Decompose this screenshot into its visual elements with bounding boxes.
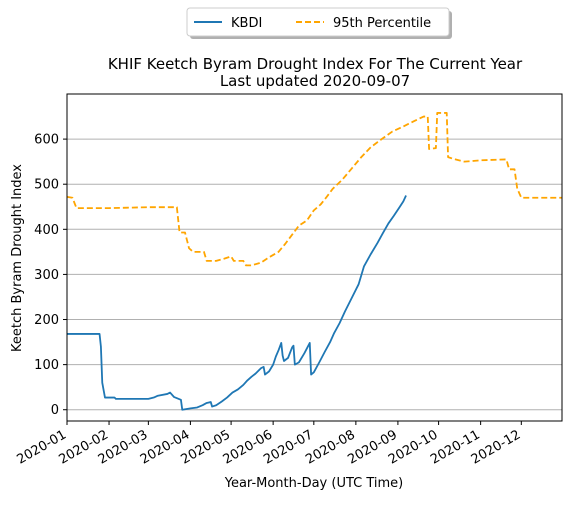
legend-percentile-label: 95th Percentile bbox=[333, 16, 431, 31]
y-axis: 0 100 200 300 400 500 600 bbox=[34, 133, 67, 419]
chart-title: KHIF Keetch Byram Drought Index For The … bbox=[108, 55, 523, 73]
gridlines bbox=[67, 139, 562, 410]
kbdi-series-line bbox=[67, 195, 406, 409]
y-tick-label: 100 bbox=[34, 358, 59, 373]
y-tick-label: 0 bbox=[51, 403, 59, 418]
x-axis: 2020-012020-022020-032020-042020-052020-… bbox=[14, 421, 523, 468]
chart-subtitle: Last updated 2020-09-07 bbox=[220, 72, 410, 90]
legend-kbdi-label: KBDI bbox=[231, 16, 262, 31]
y-tick-label: 600 bbox=[34, 133, 59, 148]
y-tick-label: 300 bbox=[34, 268, 59, 283]
y-tick-label: 200 bbox=[34, 313, 59, 328]
percentile-95-series-line bbox=[67, 113, 562, 265]
y-tick-label: 500 bbox=[34, 178, 59, 193]
legend: KBDI 95th Percentile bbox=[187, 8, 452, 39]
y-axis-label: Keetch Byram Drought Index bbox=[10, 164, 25, 352]
series-lines bbox=[67, 113, 562, 410]
y-tick-label: 400 bbox=[34, 223, 59, 238]
x-axis-label: Year-Month-Day (UTC Time) bbox=[224, 476, 403, 491]
